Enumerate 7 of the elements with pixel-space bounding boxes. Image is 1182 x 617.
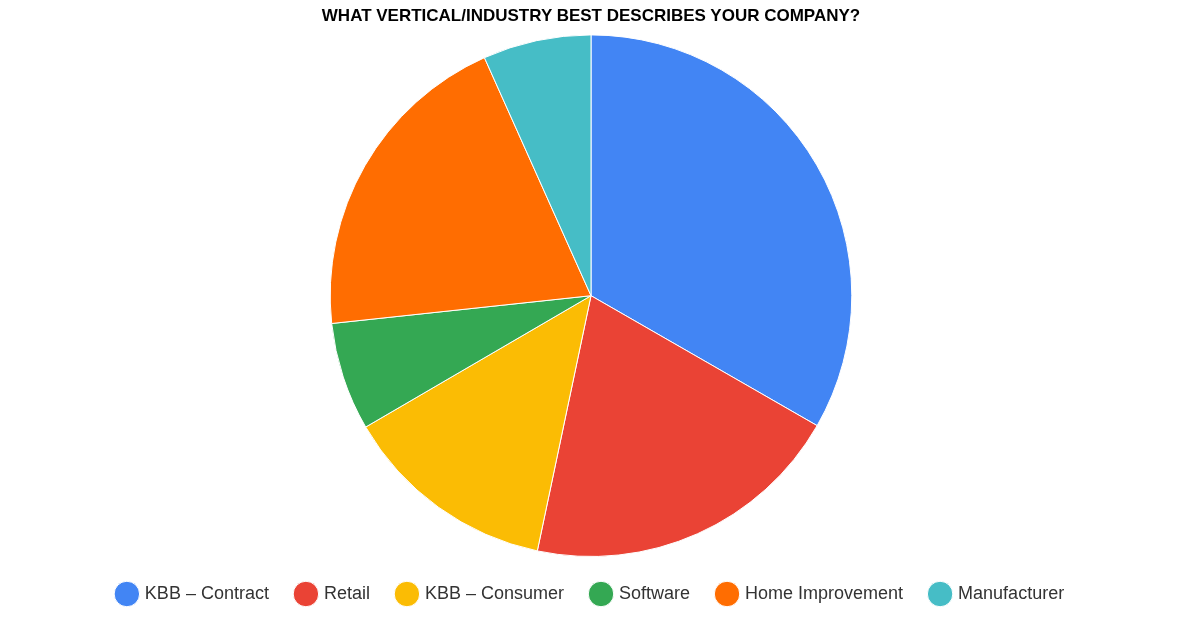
legend-label: Software <box>619 582 691 603</box>
legend-label: Home Improvement <box>745 582 904 603</box>
legend-label: KBB – Consumer <box>424 582 565 603</box>
legend-label: Retail <box>323 582 370 603</box>
legend-label: KBB – Contract <box>144 582 269 603</box>
legend-label: Manufacturer <box>958 582 1065 603</box>
chart-title: WHAT VERTICAL/INDUSTRY BEST DESCRIBES YOUR COMPANY? <box>321 5 861 25</box>
